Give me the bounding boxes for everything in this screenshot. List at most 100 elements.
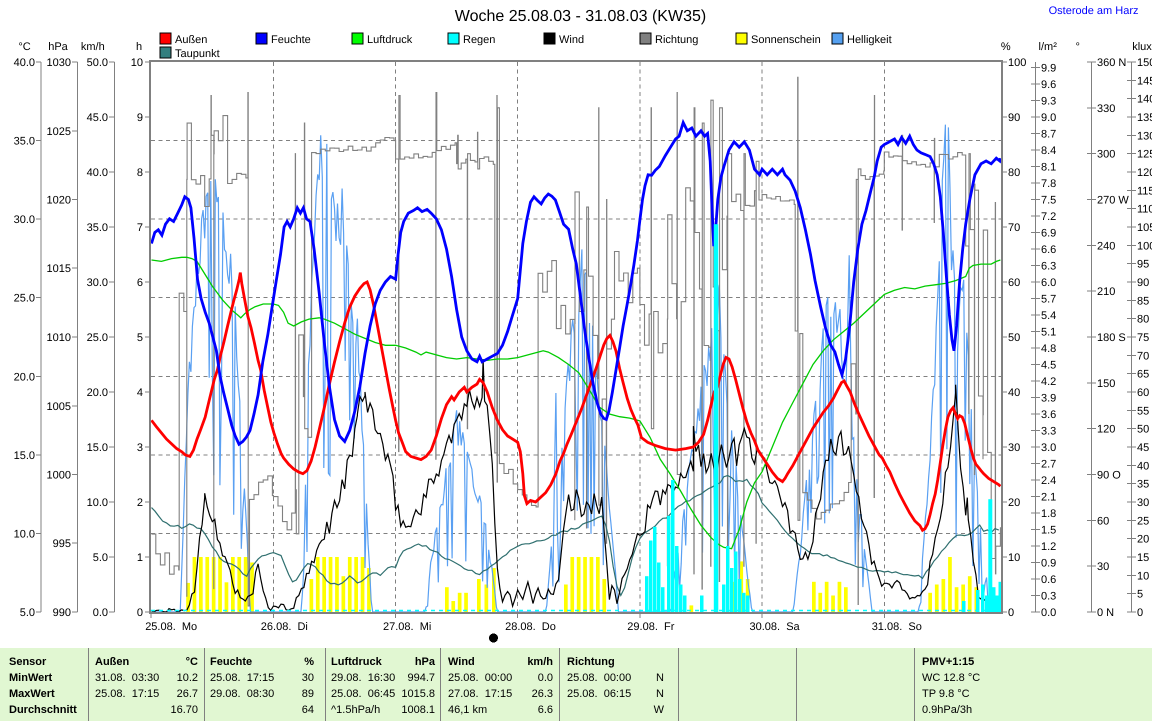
- svg-text:30.08. Sa: 30.08. Sa: [750, 621, 801, 633]
- svg-text:klux: klux: [1132, 41, 1152, 53]
- svg-text:27.08. Mi: 27.08. Mi: [383, 621, 431, 633]
- svg-text:5.0: 5.0: [20, 607, 35, 619]
- svg-text:0.3: 0.3: [1041, 591, 1056, 603]
- svg-text:1015: 1015: [47, 263, 71, 275]
- svg-text:80: 80: [1137, 314, 1149, 326]
- svg-text:1.5: 1.5: [1041, 525, 1056, 537]
- svg-text:140: 140: [1137, 94, 1152, 106]
- svg-text:7.2: 7.2: [1041, 211, 1056, 223]
- svg-text:Außen: Außen: [175, 34, 207, 46]
- svg-text:9.9: 9.9: [1041, 63, 1056, 75]
- svg-text:240: 240: [1097, 240, 1115, 252]
- svg-text:0: 0: [137, 607, 143, 619]
- svg-text:%: %: [1001, 41, 1011, 53]
- svg-text:6.9: 6.9: [1041, 228, 1056, 240]
- svg-text:90 O: 90 O: [1097, 470, 1121, 482]
- svg-text:0.0: 0.0: [93, 607, 108, 619]
- svg-text:Richtung: Richtung: [655, 34, 698, 46]
- svg-text:75: 75: [1137, 332, 1149, 344]
- svg-text:40: 40: [1137, 460, 1149, 472]
- svg-text:90: 90: [1008, 112, 1020, 124]
- svg-text:1030: 1030: [47, 57, 71, 69]
- svg-text:15.0: 15.0: [14, 450, 35, 462]
- svg-text:15.0: 15.0: [87, 442, 108, 454]
- svg-text:4.5: 4.5: [1041, 360, 1056, 372]
- svg-text:2: 2: [137, 497, 143, 509]
- svg-text:30: 30: [1008, 442, 1020, 454]
- svg-text:9.6: 9.6: [1041, 79, 1056, 91]
- svg-text:Helligkeit: Helligkeit: [847, 34, 892, 46]
- svg-text:9.3: 9.3: [1041, 96, 1056, 108]
- svg-text:5.0: 5.0: [93, 552, 108, 564]
- svg-text:10: 10: [1137, 570, 1149, 582]
- svg-text:26.08. Di: 26.08. Di: [261, 621, 308, 633]
- svg-text:50: 50: [1008, 332, 1020, 344]
- svg-text:8: 8: [137, 167, 143, 179]
- svg-text:2.7: 2.7: [1041, 459, 1056, 471]
- svg-text:1005: 1005: [47, 401, 71, 413]
- svg-text:70: 70: [1137, 350, 1149, 362]
- svg-text:5.4: 5.4: [1041, 310, 1056, 322]
- svg-text:85: 85: [1137, 295, 1149, 307]
- svg-text:9.0: 9.0: [1041, 112, 1056, 124]
- svg-text:7: 7: [137, 222, 143, 234]
- svg-text:l/m²: l/m²: [1039, 41, 1058, 53]
- svg-text:80: 80: [1008, 167, 1020, 179]
- svg-text:20.0: 20.0: [87, 387, 108, 399]
- svg-text:hPa: hPa: [48, 41, 68, 53]
- svg-text:10: 10: [1008, 552, 1020, 564]
- svg-text:8.1: 8.1: [1041, 162, 1056, 174]
- svg-text:2.1: 2.1: [1041, 492, 1056, 504]
- svg-text:105: 105: [1137, 222, 1152, 234]
- svg-text:995: 995: [53, 538, 71, 550]
- svg-text:0 N: 0 N: [1097, 607, 1114, 619]
- svg-text:40.0: 40.0: [87, 167, 108, 179]
- svg-text:0.0: 0.0: [1041, 607, 1056, 619]
- svg-text:150: 150: [1137, 57, 1152, 69]
- svg-text:3: 3: [137, 442, 143, 454]
- svg-text:10: 10: [131, 57, 143, 69]
- svg-text:km/h: km/h: [81, 41, 105, 53]
- svg-text:4.2: 4.2: [1041, 376, 1056, 388]
- svg-text:45.0: 45.0: [87, 112, 108, 124]
- svg-text:30.0: 30.0: [87, 277, 108, 289]
- svg-text:210: 210: [1097, 286, 1115, 298]
- svg-text:1025: 1025: [47, 126, 71, 138]
- svg-text:150: 150: [1097, 378, 1115, 390]
- svg-text:1.8: 1.8: [1041, 508, 1056, 520]
- svg-text:20: 20: [1137, 534, 1149, 546]
- svg-text:1000: 1000: [47, 470, 71, 482]
- svg-text:0.6: 0.6: [1041, 574, 1056, 586]
- svg-text:0: 0: [1008, 607, 1014, 619]
- svg-text:55: 55: [1137, 405, 1149, 417]
- svg-text:1.2: 1.2: [1041, 541, 1056, 553]
- svg-text:135: 135: [1137, 112, 1152, 124]
- svg-text:60: 60: [1008, 277, 1020, 289]
- svg-text:5: 5: [1137, 589, 1143, 601]
- svg-text:h: h: [136, 41, 142, 53]
- svg-text:°C: °C: [18, 41, 30, 53]
- svg-text:2.4: 2.4: [1041, 475, 1056, 487]
- svg-text:8.4: 8.4: [1041, 145, 1056, 157]
- svg-text:25.08. Mo: 25.08. Mo: [145, 621, 197, 633]
- svg-text:°: °: [1075, 41, 1079, 53]
- svg-text:6.3: 6.3: [1041, 261, 1056, 273]
- svg-text:7.5: 7.5: [1041, 195, 1056, 207]
- svg-text:95: 95: [1137, 259, 1149, 271]
- svg-text:7.8: 7.8: [1041, 178, 1056, 190]
- svg-text:0.9: 0.9: [1041, 558, 1056, 570]
- svg-text:15: 15: [1137, 552, 1149, 564]
- svg-text:35.0: 35.0: [87, 222, 108, 234]
- svg-text:990: 990: [53, 607, 71, 619]
- svg-text:25.0: 25.0: [87, 332, 108, 344]
- svg-text:6.0: 6.0: [1041, 277, 1056, 289]
- svg-text:100: 100: [1008, 57, 1026, 69]
- svg-text:Regen: Regen: [463, 34, 495, 46]
- svg-text:50.0: 50.0: [87, 57, 108, 69]
- svg-text:Woche 25.08.03 - 31.08.03 (KW3: Woche 25.08.03 - 31.08.03 (KW35): [455, 8, 706, 25]
- svg-text:35: 35: [1137, 479, 1149, 491]
- svg-text:130: 130: [1137, 130, 1152, 142]
- svg-text:115: 115: [1137, 185, 1152, 197]
- svg-text:100: 100: [1137, 240, 1152, 252]
- svg-text:Feuchte: Feuchte: [271, 34, 311, 46]
